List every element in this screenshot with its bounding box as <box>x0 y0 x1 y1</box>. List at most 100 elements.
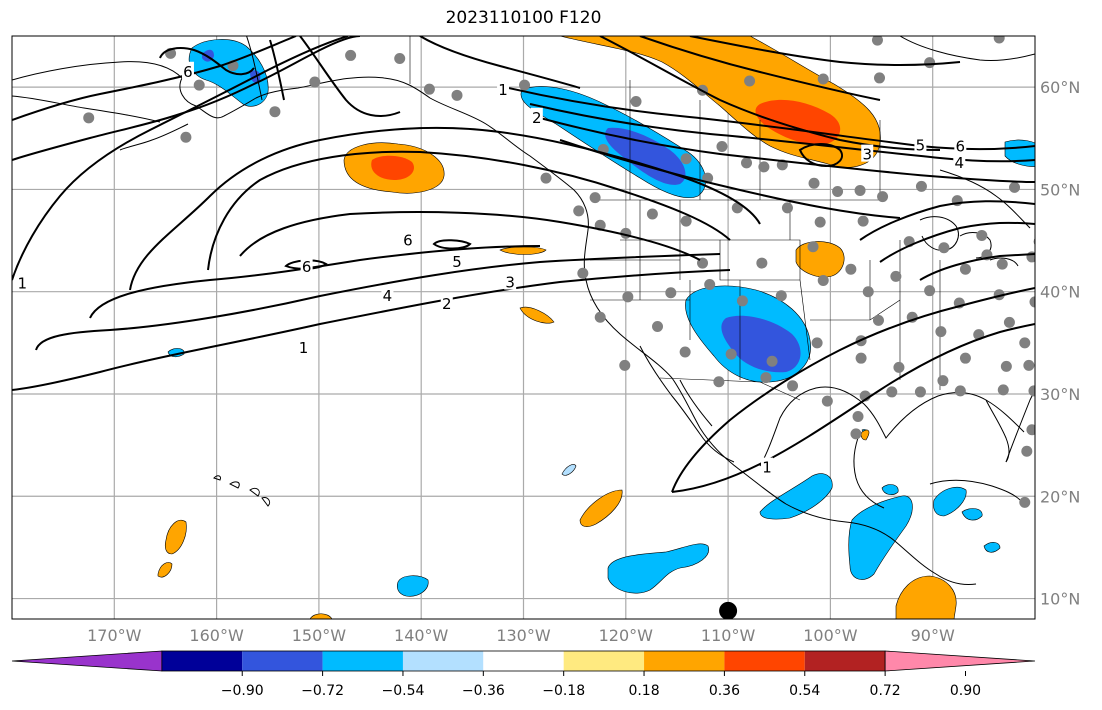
station-dot <box>679 346 691 358</box>
station-dot <box>874 72 886 84</box>
station-dot <box>646 208 658 220</box>
station-dot <box>1028 385 1035 397</box>
contour-label-bg <box>297 337 310 355</box>
location-marker <box>719 601 738 619</box>
station-dot <box>83 112 95 124</box>
contour-label-bg <box>953 152 966 170</box>
colorbar-extend-min <box>11 650 163 672</box>
contour-label: 1 <box>299 339 309 357</box>
contour-label-bg <box>181 61 194 79</box>
station-dot <box>756 257 768 269</box>
station-dot <box>760 372 772 384</box>
lat-label: 40°N <box>1040 283 1080 302</box>
station-dot <box>594 311 606 323</box>
station-dot <box>997 384 1009 396</box>
political-borders <box>409 36 941 401</box>
contour-label: 1 <box>762 459 772 477</box>
station-dot <box>1009 181 1021 193</box>
colorbar-segment <box>242 651 323 671</box>
contour-label-bg <box>16 273 29 291</box>
map-frame <box>11 35 1036 620</box>
coastlines <box>12 36 1035 585</box>
colorbar-tick-label: 0.72 <box>870 683 901 699</box>
lon-label: 90°W <box>911 626 955 645</box>
contour-label-bg <box>504 272 517 290</box>
station-dot <box>814 216 826 228</box>
contour-label-bg <box>300 257 313 275</box>
contour-label-bg <box>861 144 874 162</box>
station-dot <box>704 279 716 291</box>
station-dot <box>817 73 829 85</box>
contour-label-bg <box>914 135 927 153</box>
station-dot <box>725 348 737 360</box>
anomaly-fills <box>157 36 1035 619</box>
station-dot <box>781 202 793 214</box>
station-dot <box>877 191 889 203</box>
lon-label: 130°W <box>496 626 551 645</box>
station-dot <box>394 53 406 65</box>
contour-label: 4 <box>383 287 393 305</box>
contour-label: 1 <box>17 274 27 292</box>
station-dot <box>1021 445 1033 457</box>
station-dot <box>832 185 844 197</box>
lat-label: 30°N <box>1040 385 1080 404</box>
station-dot <box>976 229 988 241</box>
station-dot <box>622 291 634 303</box>
lon-label: 110°W <box>701 626 756 645</box>
colorbar-tick-label: −0.90 <box>221 683 264 699</box>
contour-label-bg <box>497 80 510 98</box>
colorbar-tick-label: 0.54 <box>789 683 820 699</box>
contour-label: 5 <box>452 253 462 271</box>
station-dot <box>741 157 753 169</box>
contour-label: 3 <box>862 146 872 164</box>
station-dot <box>872 314 884 326</box>
contour-lines <box>12 36 1035 493</box>
lat-label: 20°N <box>1040 487 1080 506</box>
contour-label-bg <box>530 107 543 125</box>
station-dot <box>852 410 864 422</box>
station-dot <box>1003 316 1015 328</box>
lon-label: 100°W <box>803 626 858 645</box>
colorbar-tick-label: −0.36 <box>462 683 505 699</box>
station-dot <box>890 270 902 282</box>
colorbar-segment <box>402 651 484 671</box>
station-dot <box>1037 221 1048 232</box>
station-dot <box>787 380 799 392</box>
lon-label: 160°W <box>189 626 244 645</box>
contour-label-bg <box>760 457 773 475</box>
station-dot <box>680 215 692 227</box>
station-dot <box>573 205 585 217</box>
station-dot <box>744 75 756 87</box>
station-dot <box>862 286 874 298</box>
station-dot <box>577 267 589 279</box>
station-dot <box>954 385 966 397</box>
station-dot <box>938 242 950 254</box>
station-dot <box>1026 251 1035 263</box>
colorbar-segment <box>644 651 725 671</box>
station-dot <box>766 355 778 367</box>
lon-label: 140°W <box>394 626 449 645</box>
negative-anomaly-tropical <box>607 543 709 594</box>
station-dot <box>935 326 947 338</box>
contour-label-bg <box>381 285 394 303</box>
station-dot <box>811 337 823 349</box>
station-dot <box>451 89 463 101</box>
colorbar-segment <box>724 651 805 671</box>
station-dot <box>269 106 281 118</box>
station-dot <box>871 36 883 46</box>
station-markers <box>83 36 1048 508</box>
station-dot <box>345 49 357 61</box>
station-dot <box>937 375 949 387</box>
contour-label: 4 <box>955 154 965 172</box>
colorbar-extend-max <box>884 650 1036 672</box>
colorbar-segment <box>483 651 564 671</box>
station-dot <box>854 184 866 196</box>
contour-label-bg <box>451 252 464 270</box>
colorbar: −0.90 −0.72 −0.54 −0.36 −0.18 0.18 0.36 0.54 0.7… <box>11 650 1036 699</box>
station-dot <box>758 161 770 173</box>
station-dot <box>959 352 971 364</box>
contour-label-bg <box>401 230 414 248</box>
longitude-labels: 170°W 160°W 150°W 140°W 130°W 120°W 110°W 100°W… <box>87 626 955 645</box>
station-dot <box>652 320 664 332</box>
